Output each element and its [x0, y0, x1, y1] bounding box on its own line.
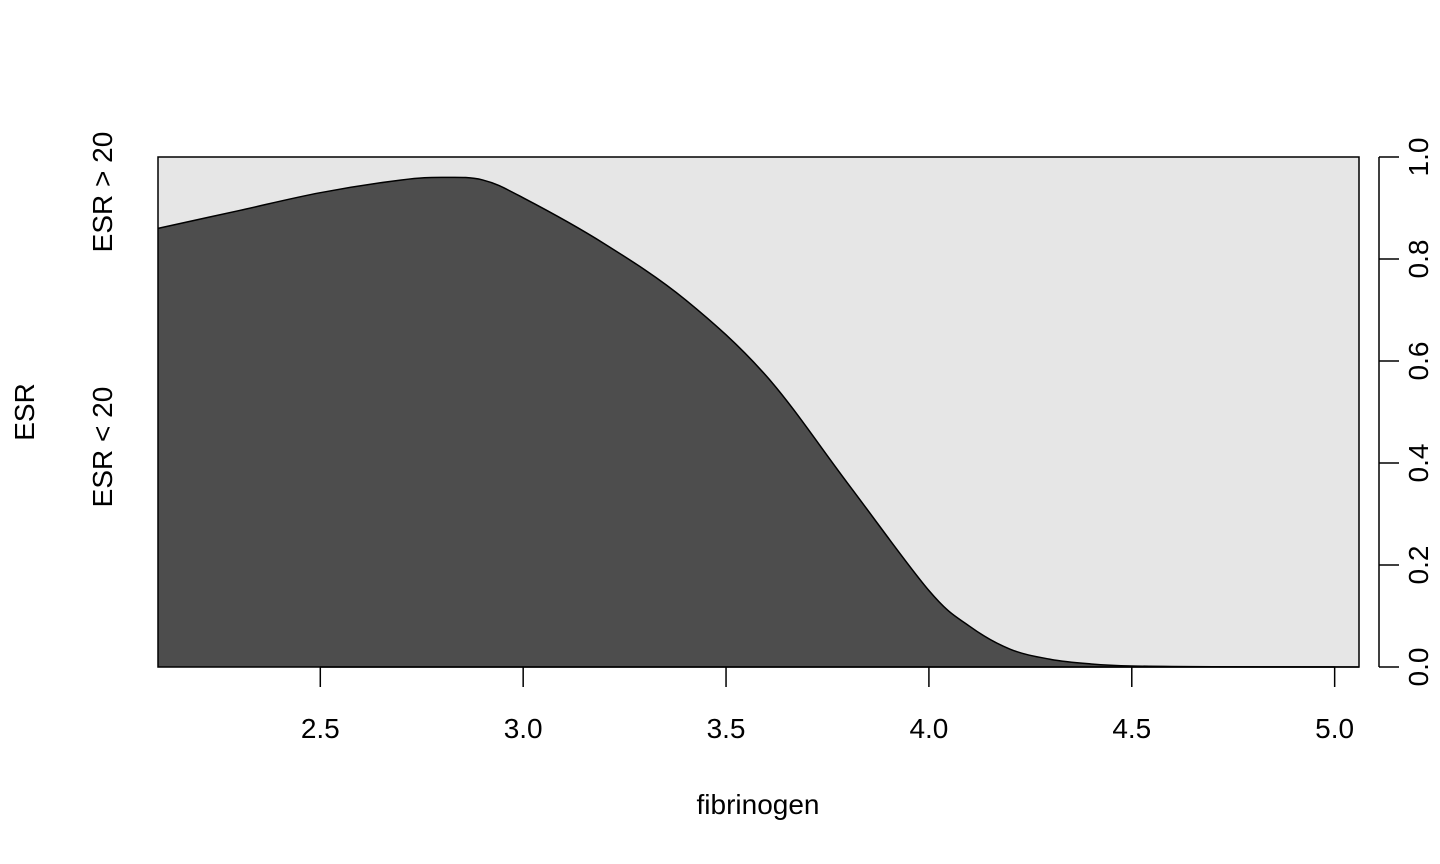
- y-tick-label: 0.4: [1403, 444, 1434, 483]
- x-axis-title: fibrinogen: [697, 789, 820, 820]
- y-category-label-lower: ESR < 20: [87, 387, 118, 508]
- y-tick-label: 0.0: [1403, 648, 1434, 687]
- y-tick-label: 0.8: [1403, 240, 1434, 279]
- x-tick-label: 4.0: [909, 713, 948, 744]
- y-tick-label: 0.6: [1403, 342, 1434, 381]
- x-tick-label: 3.5: [707, 713, 746, 744]
- x-tick-label: 3.0: [504, 713, 543, 744]
- y-tick-label: 1.0: [1403, 138, 1434, 177]
- density-boundary-line: [157, 176, 1360, 668]
- x-tick-label: 2.5: [301, 713, 340, 744]
- y-tick-label: 0.2: [1403, 546, 1434, 585]
- y-category-label-upper: ESR > 20: [87, 132, 118, 253]
- y-axis-right: 0.0 0.2 0.4 0.6 0.8 1.0: [1378, 138, 1434, 687]
- y-axis-title: ESR: [9, 383, 40, 441]
- density-area-lower: [158, 177, 1359, 668]
- x-tick-label: 4.5: [1112, 713, 1151, 744]
- x-tick-label: 5.0: [1315, 713, 1354, 744]
- x-axis: 2.5 3.0 3.5 4.0 4.5 5.0: [301, 666, 1354, 744]
